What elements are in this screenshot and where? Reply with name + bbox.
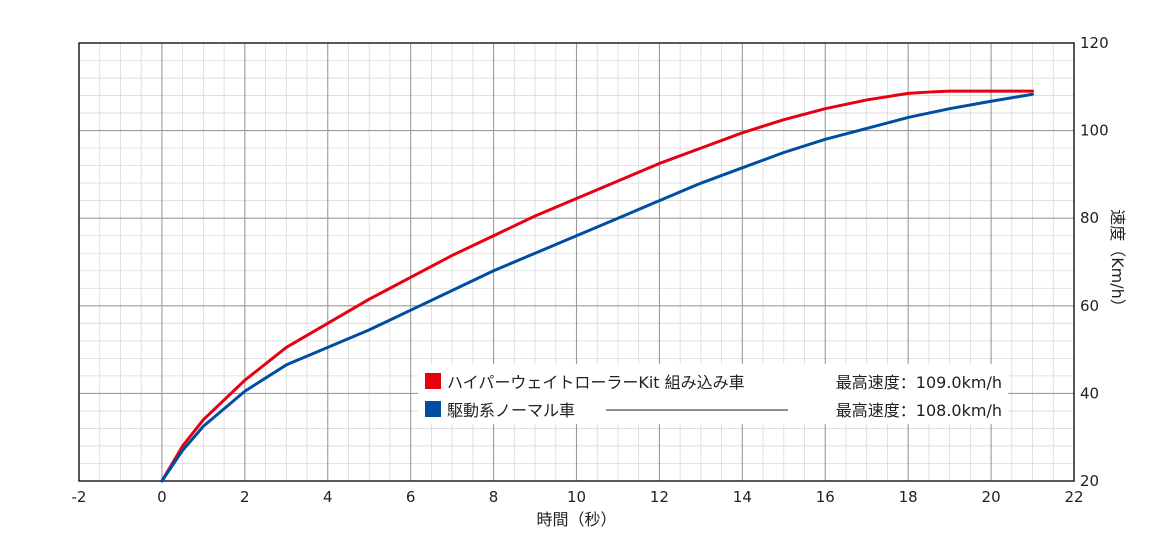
legend: ハイパーウェイトローラーKit 組み込み車 最高速度：109.0km/h 駆動系… bbox=[418, 364, 1008, 424]
x-tick-label: 8 bbox=[489, 488, 499, 506]
x-axis-ticks: -2 0 2 4 6 8 10 12 14 16 18 20 22 bbox=[72, 488, 1084, 506]
y-tick-label: 80 bbox=[1080, 209, 1099, 227]
x-tick-label: 22 bbox=[1064, 488, 1083, 506]
legend-swatch-hyper bbox=[425, 373, 441, 389]
x-tick-label: 4 bbox=[323, 488, 333, 506]
series-line-hyper bbox=[160, 89, 1035, 483]
x-tick-label: 12 bbox=[650, 488, 669, 506]
x-tick-label: -2 bbox=[72, 488, 87, 506]
legend-swatch-normal bbox=[425, 401, 441, 417]
legend-label-hyper: ハイパーウェイトローラーKit 組み込み車 bbox=[447, 373, 745, 392]
y-axis-title: 速度（Km/h） bbox=[1108, 209, 1127, 315]
y-tick-label: 120 bbox=[1080, 34, 1109, 52]
legend-max-speed-hyper: 最高速度：109.0km/h bbox=[836, 373, 1002, 392]
x-tick-label: 20 bbox=[982, 488, 1001, 506]
series-lines bbox=[160, 89, 1035, 483]
y-tick-label: 40 bbox=[1080, 384, 1099, 402]
x-tick-label: 6 bbox=[406, 488, 416, 506]
x-tick-label: 16 bbox=[816, 488, 835, 506]
series-line-normal bbox=[160, 92, 1035, 483]
plot-frame bbox=[78, 42, 1075, 482]
x-tick-label: 2 bbox=[240, 488, 250, 506]
x-axis-title: 時間（秒） bbox=[536, 510, 616, 529]
y-tick-label: 60 bbox=[1080, 297, 1099, 315]
x-tick-label: 0 bbox=[157, 488, 167, 506]
legend-background bbox=[418, 364, 1008, 424]
legend-label-normal: 駆動系ノーマル車 bbox=[447, 401, 575, 420]
x-tick-label: 14 bbox=[733, 488, 752, 506]
legend-max-speed-normal: 最高速度：108.0km/h bbox=[836, 401, 1002, 420]
x-tick-label: 18 bbox=[899, 488, 918, 506]
x-tick-label: 10 bbox=[567, 488, 586, 506]
y-axis-ticks: 20 40 60 80 100 120 bbox=[1080, 34, 1109, 490]
y-tick-label: 20 bbox=[1080, 472, 1099, 490]
y-tick-label: 100 bbox=[1080, 122, 1109, 140]
